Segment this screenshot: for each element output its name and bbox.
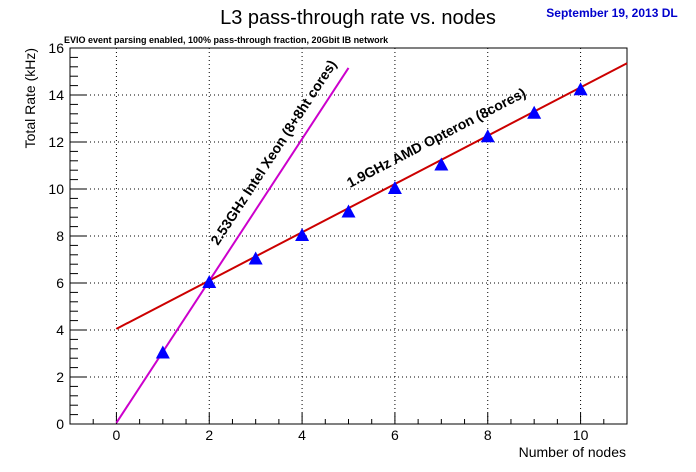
axes: 0 2 4 6 8 10 0 2 4 6 8 10 12 14 16 [48, 40, 628, 443]
data-point [341, 204, 356, 218]
y-axis-label: Total Rate (kHz) [22, 48, 38, 148]
data-point [527, 105, 542, 119]
y-tick-label: 16 [48, 40, 64, 56]
data-point [387, 181, 402, 194]
x-tick-label: 2 [205, 427, 213, 443]
data-point [248, 251, 263, 265]
date-label: September 19, 2013 DL [546, 6, 677, 20]
chart-subtitle: EVIO event parsing enabled, 100% pass-th… [64, 35, 389, 45]
fit-line-1 [115, 67, 350, 424]
data-point [573, 82, 588, 96]
x-axis-label: Number of nodes [519, 444, 626, 460]
data-point [480, 129, 495, 143]
data-point [434, 157, 449, 171]
data-point [202, 275, 217, 288]
x-tick-label: 8 [484, 427, 492, 443]
x-tick-label: 6 [391, 427, 399, 443]
y-tick-label: 12 [48, 134, 64, 150]
y-tick-label: 4 [56, 322, 64, 338]
y-tick-label: 2 [56, 369, 64, 385]
y-tick-label: 14 [48, 87, 64, 103]
data-point [295, 228, 310, 241]
x-tick-label: 10 [573, 427, 589, 443]
y-tick-label: 6 [56, 275, 64, 291]
chart-title: L3 pass-through rate vs. nodes [220, 7, 496, 29]
y-tick-label: 10 [48, 181, 64, 197]
data-point [155, 345, 170, 359]
y-tick-label: 8 [56, 228, 64, 244]
fit-line-0 [115, 62, 628, 330]
x-tick-label: 4 [298, 427, 306, 443]
annotation-amd-opteron: 1.9GHz AMD Opteron (8cores) [344, 84, 528, 190]
fit-lines [115, 62, 628, 424]
x-tick-label: 0 [113, 427, 121, 443]
y-tick-label: 0 [56, 416, 64, 432]
data-points [155, 82, 588, 359]
annotation-intel-xeon: 2.53GHz Intel Xeon (8+8ht cores) [207, 57, 339, 248]
